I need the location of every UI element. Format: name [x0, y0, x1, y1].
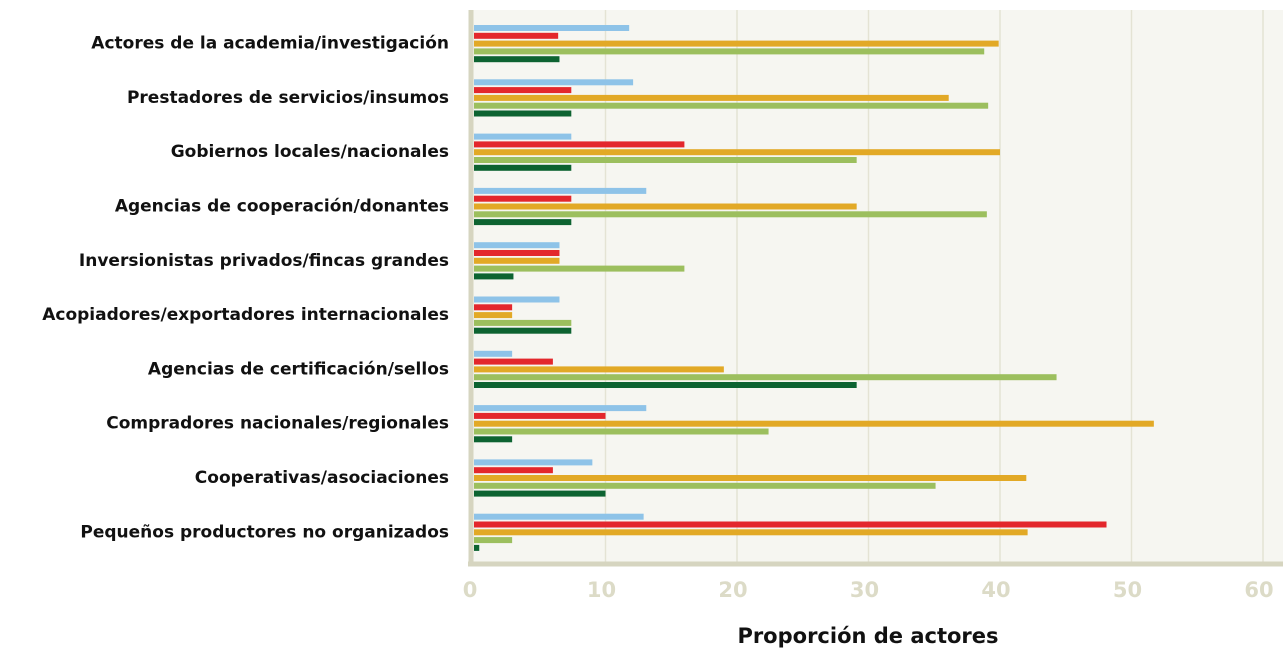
bar: [474, 382, 857, 388]
bar: [474, 219, 572, 226]
bar: [474, 327, 572, 334]
bar: [474, 102, 989, 109]
bar: [474, 273, 514, 280]
x-tick-label: 20: [718, 578, 747, 602]
bar: [474, 195, 572, 202]
bar: [474, 48, 985, 55]
bar: [474, 257, 560, 264]
y-tick-label: Agencias de certificación/sellos: [148, 359, 449, 379]
x-tick-label: 0: [463, 578, 478, 602]
bar: [474, 242, 560, 249]
x-tick-label: 40: [981, 578, 1010, 602]
bar: [474, 25, 630, 31]
bar: [474, 428, 769, 435]
y-tick-label: Agencias de cooperación/donantes: [115, 197, 449, 217]
bar: [474, 56, 560, 63]
y-tick-label: Acopiadores/exportadores internacionales: [42, 305, 449, 325]
bar: [474, 304, 513, 311]
x-tick-label: 60: [1244, 578, 1273, 602]
x-tick-label: 30: [850, 578, 879, 602]
bar: [474, 475, 1027, 481]
plot-background: [472, 10, 1283, 563]
y-tick-label: Compradores nacionales/regionales: [106, 414, 449, 434]
bar: [474, 40, 999, 47]
y-tick-label: Actores de la academia/investigación: [91, 34, 449, 54]
bar: [474, 110, 572, 117]
bar: [474, 358, 553, 365]
bar: [474, 374, 1057, 381]
y-tick-label: Inversionistas privados/fincas grandes: [79, 251, 449, 271]
bar: [474, 459, 593, 466]
bar: [474, 187, 647, 194]
x-tick-label: 10: [587, 578, 616, 602]
y-tick-label: Prestadores de servicios/insumos: [127, 88, 449, 108]
y-tick-label: Pequeños productores no organizados: [80, 522, 449, 542]
bar: [474, 79, 634, 86]
bar: [474, 467, 553, 474]
bar: [474, 544, 480, 551]
bar: [474, 521, 1107, 528]
bar: [474, 211, 987, 218]
bar: [474, 405, 647, 412]
bar: [474, 157, 857, 163]
bar: [474, 513, 644, 520]
x-axis-title: Proporción de actores: [737, 624, 998, 648]
x-tick-label: 50: [1113, 578, 1142, 602]
bar: [474, 319, 572, 326]
bar: [474, 94, 949, 101]
bar: [474, 312, 513, 319]
bar: [474, 412, 606, 419]
y-tick-label: Cooperativas/asociaciones: [195, 468, 449, 488]
bar: [474, 490, 606, 497]
bar: [474, 164, 572, 171]
bar: [474, 32, 559, 39]
bar: [474, 482, 936, 489]
bar: [474, 265, 685, 272]
bar: [474, 529, 1028, 536]
bar: [474, 420, 1154, 427]
bar: [474, 203, 857, 210]
bar: [474, 250, 560, 256]
bar: [474, 436, 513, 443]
bar: [474, 133, 572, 140]
bar: [474, 149, 1000, 156]
bar: [474, 350, 513, 357]
y-tick-label: Gobiernos locales/nacionales: [171, 142, 449, 162]
bar: [474, 366, 724, 373]
bar: [474, 87, 572, 94]
bar: [474, 537, 513, 544]
bar: [474, 296, 560, 303]
bar: [474, 141, 685, 148]
